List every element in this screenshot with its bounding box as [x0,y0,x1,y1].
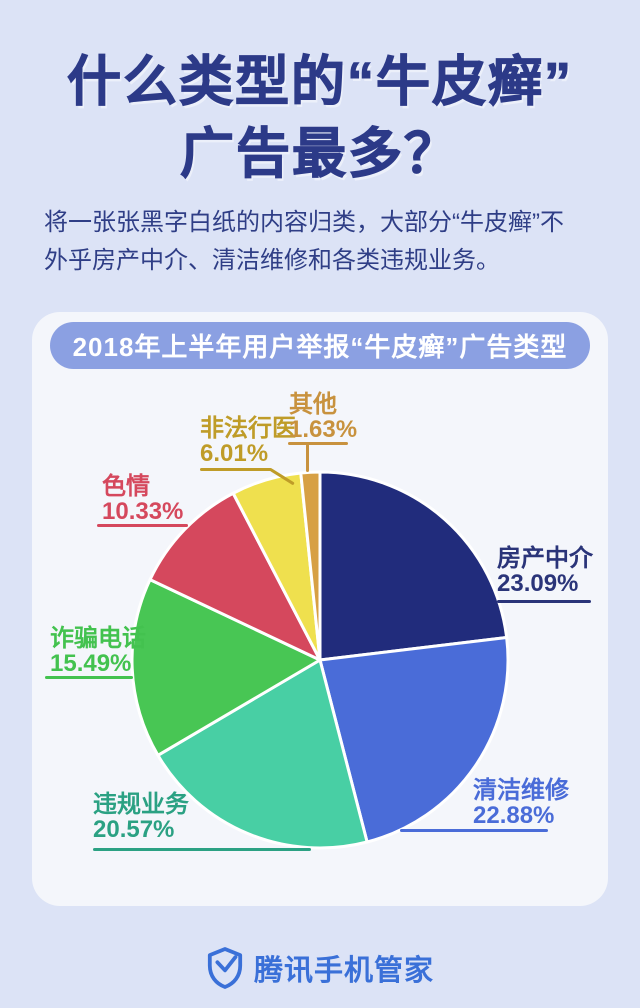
page-title-line-2: 广告最多？ [180,124,460,185]
pie-label-value: 20.57% [93,816,175,843]
chart-card: 2018年上半年用户举报“牛皮癣”广告类型 房产中介 23.09% 清洁维修 2… [32,312,608,906]
pie-label-illegal-medical: 非法行医 6.01% [200,416,296,466]
pie-slice-porn [148,491,322,662]
pie-label-name: 诈骗电话 [50,625,146,652]
pie-label-porn: 色情 10.33% [102,474,183,524]
page-title-line-1: 什么类型的“牛皮癣” [67,52,573,113]
pie-label-name: 非法行医 [200,415,296,442]
pie-slice-other [299,470,322,662]
pie-slice-scam-calls [130,578,322,757]
pie-chart [130,470,510,850]
leader-line-cleaning-repair [400,829,548,832]
pie-label-other: 其他 1.63% [289,392,357,442]
pie-label-housing-agency: 房产中介 23.09% [497,546,593,596]
pie-label-illegal-business: 违规业务 20.57% [93,792,189,842]
pie-label-name: 色情 [102,473,150,500]
leader-line-other-vertical [306,444,309,472]
leader-line-porn [97,524,188,527]
pie-label-value: 1.63% [289,416,358,443]
pie-slice-illegal-business [156,658,369,850]
footer-brand: 腾讯手机管家 [0,938,640,998]
pie-label-value: 23.09% [497,570,579,597]
leader-line-illegal-business [93,848,311,851]
subtitle-line-2: 外乎房产中介、清洁维修和各类违规业务。 [44,247,500,274]
subtitle-line-1: 将一张张黑字白纸的内容归类，大部分“牛皮癣”不 [44,209,564,236]
pie-label-value: 15.49% [50,650,132,677]
leader-line-other [288,442,348,445]
pie-label-name: 其他 [289,391,337,418]
pie-slice-housing-agency [318,470,509,662]
page-subtitle: 将一张张黑字白纸的内容归类，大部分“牛皮癣”不 外乎房产中介、清洁维修和各类违规… [44,204,604,280]
chart-title: 2018年上半年用户举报“牛皮癣”广告类型 [72,332,568,362]
footer-brand-text: 腾讯手机管家 [253,955,434,987]
pie-label-cleaning-repair: 清洁维修 22.88% [473,778,569,828]
chart-title-pill: 2018年上半年用户举报“牛皮癣”广告类型 [50,322,590,369]
pie-slice-cleaning-repair [318,635,510,844]
pie-label-name: 房产中介 [497,545,593,572]
pie-label-value: 22.88% [473,802,555,829]
leader-line-scam-calls [45,676,133,679]
leader-line-illegal-medical [200,468,272,471]
shield-check-icon [207,947,243,989]
page-title: 什么类型的“牛皮癣” 广告最多？ [0,46,640,190]
pie-label-value: 10.33% [102,498,184,525]
pie-label-scam-calls: 诈骗电话 15.49% [50,626,146,676]
pie-label-value: 6.01% [200,440,269,467]
pie-label-name: 清洁维修 [473,777,569,804]
pie-label-name: 违规业务 [93,791,189,818]
leader-line-housing-agency [497,600,591,603]
